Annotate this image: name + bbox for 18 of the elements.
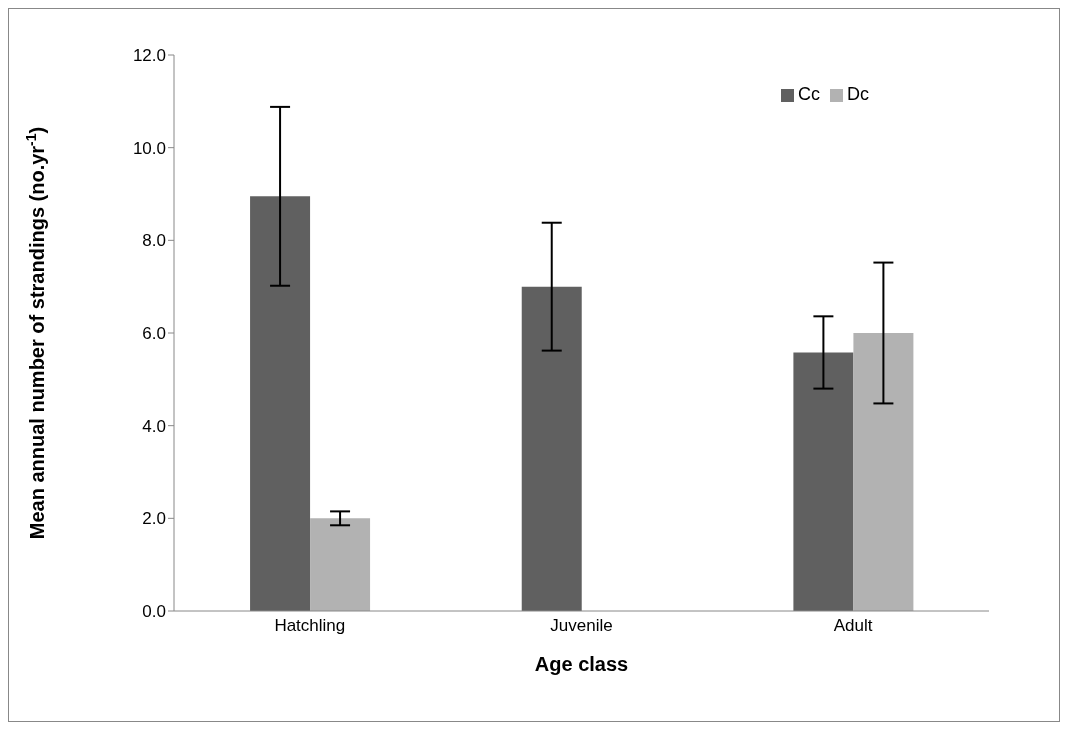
legend-label: Cc	[798, 84, 820, 104]
y-tick-label: 8.0	[142, 231, 166, 251]
y-tick-label: 4.0	[142, 416, 166, 436]
y-tick-label: 2.0	[142, 509, 166, 529]
y-tick-label: 6.0	[142, 324, 166, 344]
bar	[250, 196, 311, 611]
x-tick-label: Adult	[833, 616, 873, 636]
y-tick-label: 0.0	[142, 602, 166, 622]
y-tick-label: 10.0	[132, 138, 166, 158]
y-tick-label: 12.0	[132, 46, 166, 66]
bar	[853, 333, 914, 611]
x-axis-title: Age class	[534, 653, 629, 675]
bar	[310, 518, 371, 611]
x-tick-label: Hatchling	[274, 616, 346, 636]
bar	[521, 286, 582, 611]
x-tick-label: Juvenile	[550, 616, 613, 636]
bar	[793, 352, 854, 611]
legend-label: Dc	[847, 84, 869, 104]
